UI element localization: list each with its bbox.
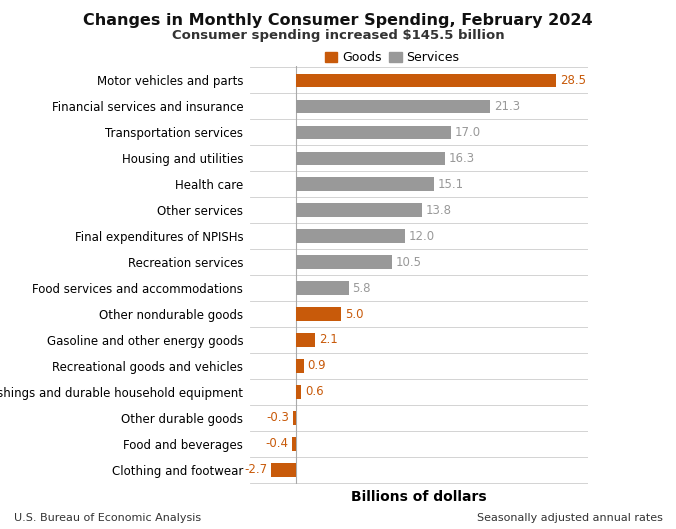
Text: 5.0: 5.0	[345, 307, 364, 321]
Bar	[296, 230, 406, 243]
Bar	[296, 256, 391, 269]
Bar	[293, 411, 296, 425]
Bar	[296, 204, 422, 217]
Text: 2.1: 2.1	[318, 333, 337, 346]
Bar	[296, 151, 445, 165]
Text: 0.9: 0.9	[308, 359, 327, 372]
Text: Seasonally adjusted annual rates: Seasonally adjusted annual rates	[477, 513, 662, 523]
Text: 12.0: 12.0	[409, 230, 435, 243]
Text: 16.3: 16.3	[448, 152, 475, 165]
Text: -0.4: -0.4	[266, 437, 289, 450]
Text: -0.3: -0.3	[266, 412, 289, 424]
Text: 28.5: 28.5	[560, 74, 586, 87]
Bar	[296, 359, 304, 372]
Bar	[296, 281, 349, 295]
Bar	[271, 463, 296, 477]
Text: 15.1: 15.1	[437, 178, 464, 191]
Bar	[296, 125, 451, 139]
Bar	[296, 307, 341, 321]
Text: Consumer spending increased $145.5 billion: Consumer spending increased $145.5 billi…	[172, 29, 504, 42]
Bar	[292, 437, 296, 451]
Text: 0.6: 0.6	[305, 386, 324, 398]
Legend: Goods, Services: Goods, Services	[324, 51, 460, 64]
Bar	[296, 178, 434, 191]
Text: 13.8: 13.8	[425, 204, 452, 217]
Bar	[296, 74, 556, 87]
X-axis label: Billions of dollars: Billions of dollars	[352, 490, 487, 504]
Bar	[296, 333, 315, 346]
Text: 5.8: 5.8	[352, 281, 371, 295]
Text: -2.7: -2.7	[244, 463, 268, 476]
Text: 21.3: 21.3	[494, 100, 520, 113]
Text: U.S. Bureau of Economic Analysis: U.S. Bureau of Economic Analysis	[14, 513, 201, 523]
Text: 17.0: 17.0	[455, 126, 481, 139]
Text: 10.5: 10.5	[395, 256, 421, 269]
Bar	[296, 385, 301, 399]
Text: Changes in Monthly Consumer Spending, February 2024: Changes in Monthly Consumer Spending, Fe…	[83, 13, 593, 28]
Bar	[296, 99, 490, 113]
